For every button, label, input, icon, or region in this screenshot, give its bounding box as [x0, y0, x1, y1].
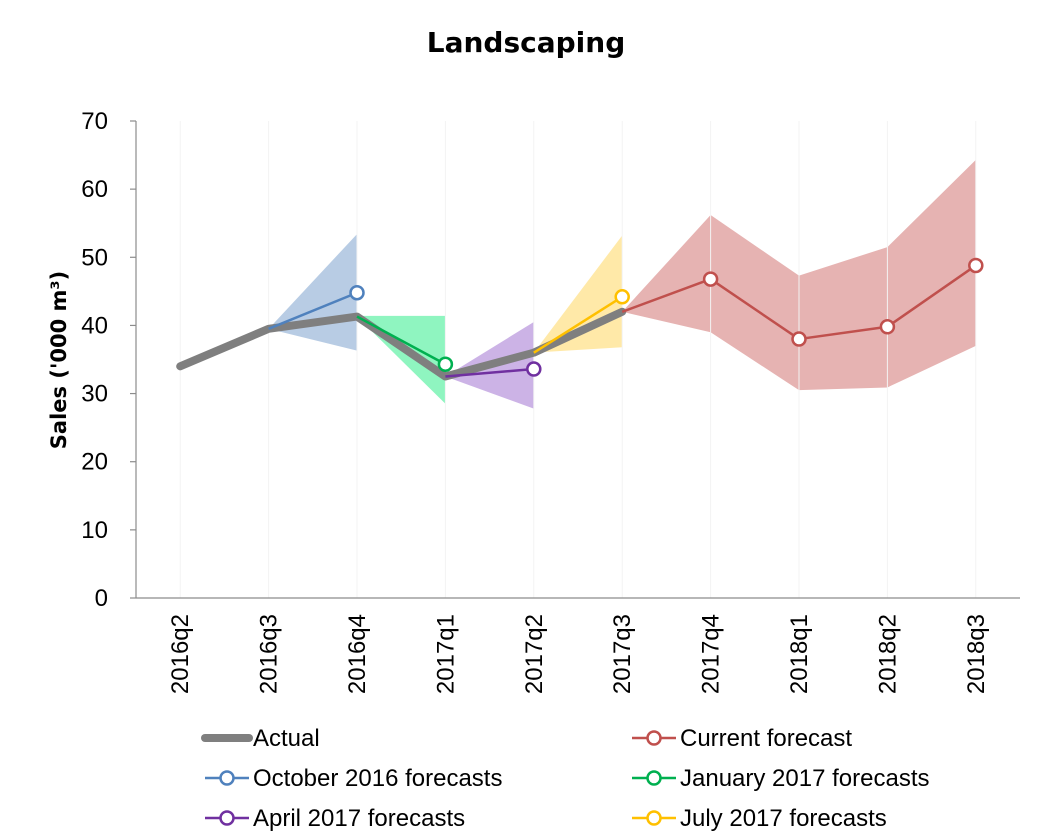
april-2017-forecasts-line	[445, 367, 534, 378]
x-tick-label-2018q1: 2018q1	[786, 614, 813, 694]
y-tick-label-0: 0	[95, 585, 108, 612]
january-2017-forecasts-line	[356, 315, 446, 366]
january-2017-forecasts-point-2017q1	[437, 356, 454, 373]
legend-label-actual: Actual	[253, 725, 320, 752]
x-tick-label-2016q2: 2016q2	[167, 614, 194, 694]
current-forecast-point-2018q3	[968, 257, 984, 274]
legend: Actual Current forecast October 2016 forec…	[201, 725, 929, 832]
y-tick-label-60: 60	[81, 176, 108, 203]
october-2016-forecasts-band	[268, 234, 357, 351]
x-tick-label-2016q4: 2016q4	[344, 614, 371, 694]
legend-marker-current-forecast	[646, 730, 662, 746]
legend-marker-january-2017-forecasts	[646, 770, 662, 786]
x-tick-label-2018q2: 2018q2	[874, 614, 901, 694]
actual-line	[176, 307, 627, 381]
chart-title: Landscaping	[427, 26, 626, 59]
axes	[130, 120, 1020, 599]
y-tick-labels: 0 10 20 30 40 50 60 70	[81, 108, 108, 612]
x-tick-label-2017q2: 2017q2	[521, 614, 548, 694]
y-tick-label-70: 70	[81, 108, 108, 135]
current-forecast-point-2018q2	[879, 319, 896, 335]
legend-label-october-2016-forecasts: October 2016 forecasts	[253, 765, 502, 792]
current-forecast-point-2018q1	[791, 331, 807, 347]
legend-label-january-2017-forecasts: January 2017 forecasts	[680, 765, 929, 792]
july-2017-forecasts-point-2017q3	[614, 289, 630, 305]
legend-label-april-2017-forecasts: April 2017 forecasts	[253, 805, 465, 832]
x-tick-label-2017q3: 2017q3	[609, 614, 636, 694]
legend-label-july-2017-forecasts: July 2017 forecasts	[680, 805, 887, 832]
legend-marker-october-2016-forecasts	[219, 770, 235, 786]
july-2017-forecasts-line	[533, 295, 623, 354]
y-tick-label-10: 10	[81, 517, 108, 544]
april-2017-forecasts-point-2017q2	[526, 361, 542, 377]
category-guides	[179, 121, 977, 598]
x-tick-label-2018q3: 2018q3	[963, 614, 990, 694]
october-2016-forecasts-line	[268, 291, 358, 330]
x-tick-label-2017q4: 2017q4	[698, 614, 725, 694]
y-tick-label-50: 50	[81, 244, 108, 271]
x-tick-labels: 2016q2 2016q3 2016q4 2017q1 2017q2 2017q3 2017…	[167, 614, 990, 694]
october-2016-forecasts-point-2016q4	[349, 284, 365, 301]
y-tick-label-20: 20	[81, 449, 108, 476]
january-2017-forecasts-band	[357, 315, 446, 404]
x-tick-label-2016q3: 2016q3	[256, 614, 283, 694]
y-tick-label-30: 30	[81, 381, 108, 408]
y-axis-label: Sales ('000 m³)	[47, 271, 71, 449]
legend-marker-april-2017-forecasts	[219, 810, 235, 826]
series-markers	[349, 257, 984, 377]
legend-label-current-forecast: Current forecast	[680, 725, 852, 752]
x-tick-label-2017q1: 2017q1	[432, 614, 459, 694]
y-tick-label-40: 40	[81, 312, 108, 339]
current-forecast-point-2017q4	[702, 271, 719, 287]
legend-marker-july-2017-forecasts	[646, 810, 662, 826]
